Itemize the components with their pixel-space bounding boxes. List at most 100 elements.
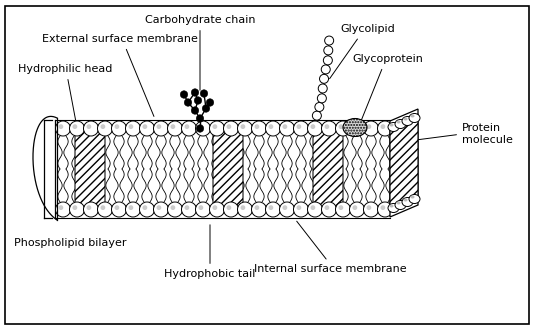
Circle shape [269,205,273,210]
Circle shape [312,111,322,120]
Circle shape [308,121,323,136]
Circle shape [195,121,210,136]
Circle shape [142,124,147,129]
Ellipse shape [389,123,394,126]
Circle shape [224,202,239,217]
Ellipse shape [388,204,399,213]
Circle shape [154,121,169,136]
Circle shape [324,46,333,55]
Circle shape [97,202,112,217]
Circle shape [226,205,231,210]
Circle shape [128,205,133,210]
Circle shape [378,202,393,217]
Circle shape [251,202,266,217]
Ellipse shape [402,197,413,207]
Circle shape [128,124,133,129]
Circle shape [366,124,371,129]
Circle shape [111,202,126,217]
Circle shape [56,121,71,136]
Circle shape [322,202,337,217]
Ellipse shape [409,194,420,204]
Circle shape [294,202,309,217]
Circle shape [58,205,63,210]
Ellipse shape [395,200,406,210]
Circle shape [206,99,214,106]
Circle shape [380,124,385,129]
Circle shape [200,90,208,97]
Circle shape [366,205,371,210]
Ellipse shape [410,114,415,117]
Circle shape [353,124,357,129]
Circle shape [157,124,161,129]
Circle shape [323,56,332,65]
Circle shape [191,89,199,96]
Ellipse shape [388,122,399,132]
FancyBboxPatch shape [213,126,243,212]
Circle shape [349,121,364,136]
Circle shape [255,205,259,210]
Circle shape [194,97,202,104]
Circle shape [184,99,192,106]
Circle shape [335,202,350,217]
Circle shape [191,107,199,114]
Circle shape [126,121,141,136]
Circle shape [296,124,301,129]
Circle shape [226,124,231,129]
Polygon shape [390,109,418,217]
Circle shape [198,124,203,129]
Circle shape [282,205,287,210]
Circle shape [339,124,343,129]
Text: Hydrophilic head: Hydrophilic head [18,64,112,125]
Circle shape [241,124,246,129]
Circle shape [167,202,182,217]
Circle shape [97,121,112,136]
Circle shape [321,65,330,74]
Circle shape [265,121,280,136]
Circle shape [87,124,91,129]
Text: Phospholipid bilayer: Phospholipid bilayer [14,238,126,248]
Ellipse shape [410,195,415,198]
Circle shape [317,94,326,103]
Circle shape [171,124,175,129]
Text: Protein
molecule: Protein molecule [411,123,513,145]
Circle shape [294,121,309,136]
Circle shape [282,124,287,129]
Circle shape [185,124,189,129]
Circle shape [196,125,204,132]
Circle shape [83,121,98,136]
Circle shape [212,205,217,210]
Circle shape [114,205,119,210]
Circle shape [269,124,273,129]
Circle shape [308,202,323,217]
Circle shape [325,36,334,45]
Text: Carbohydrate chain: Carbohydrate chain [145,15,255,90]
Polygon shape [390,114,418,212]
Circle shape [210,202,225,217]
Circle shape [180,91,188,98]
Circle shape [167,121,182,136]
Circle shape [318,84,327,93]
Text: Hydrophobic tail: Hydrophobic tail [164,225,256,279]
Circle shape [296,205,301,210]
Circle shape [335,121,350,136]
Ellipse shape [395,119,406,129]
Circle shape [363,202,378,217]
Circle shape [101,205,105,210]
Circle shape [255,124,259,129]
Circle shape [140,121,155,136]
Circle shape [353,205,357,210]
Circle shape [70,121,85,136]
Circle shape [212,124,217,129]
Circle shape [378,121,393,136]
Circle shape [73,124,77,129]
Circle shape [87,205,91,210]
Ellipse shape [403,198,408,201]
Ellipse shape [389,205,394,208]
Circle shape [171,205,175,210]
Circle shape [265,202,280,217]
Circle shape [363,121,378,136]
Circle shape [279,202,294,217]
Ellipse shape [343,118,367,137]
Circle shape [140,202,155,217]
Circle shape [210,121,225,136]
